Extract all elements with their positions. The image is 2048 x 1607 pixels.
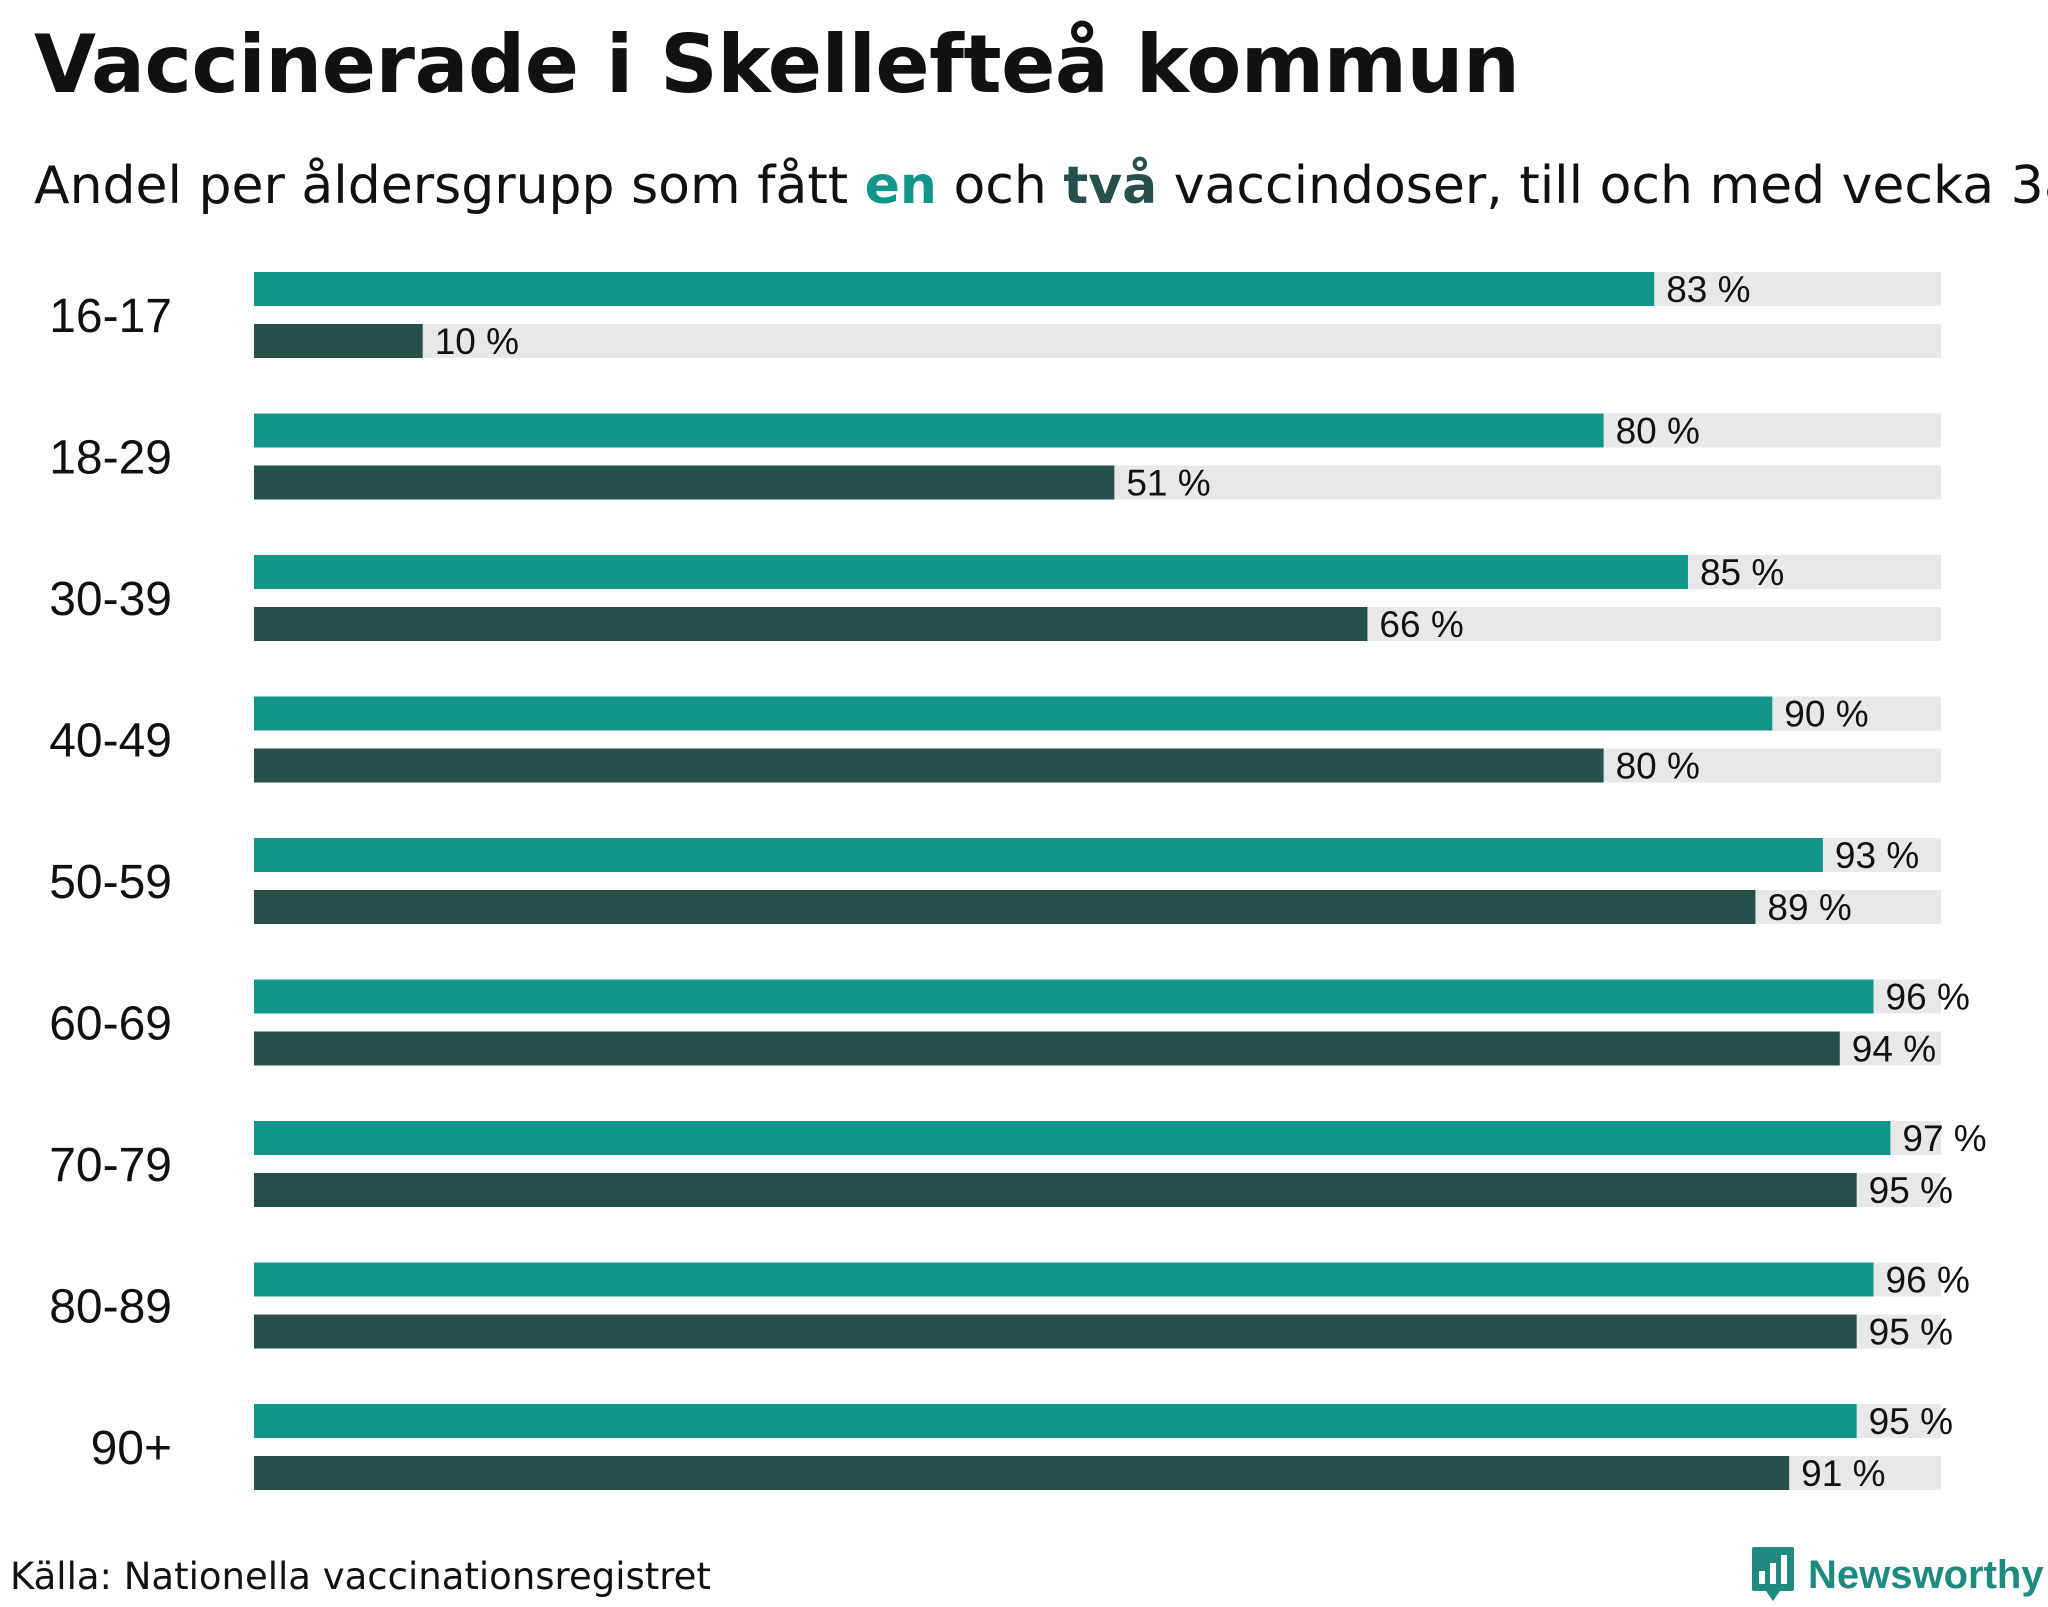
- subtitle-text-start: Andel per åldersgrupp som fått: [34, 156, 865, 216]
- bar-two-doses: [254, 748, 1604, 783]
- chart-subtitle: Andel per åldersgrupp som fått en och tv…: [34, 156, 2048, 216]
- source-note: Källa: Nationella vaccinationsregistret: [10, 1555, 711, 1598]
- subtitle-text-end: vaccindoser, till och med vecka 38: [1157, 156, 2048, 216]
- bar-one-dose: [254, 1404, 1857, 1438]
- category-label: 18-29: [49, 432, 172, 485]
- data-label: 89 %: [1767, 887, 1851, 928]
- bar-one-dose: [254, 696, 1773, 731]
- chart-title: Vaccinerade i Skellefteå kommun: [34, 18, 1520, 111]
- data-label: 90 %: [1784, 694, 1868, 735]
- brand-name: Newsworthy: [1808, 1552, 2044, 1597]
- bar-two-doses: [254, 1314, 1857, 1349]
- data-label: 10 %: [435, 321, 519, 362]
- data-label: 96 %: [1886, 1260, 1970, 1301]
- data-label: 95 %: [1869, 1170, 1953, 1211]
- bar-two-doses: [254, 324, 423, 358]
- bar-two-doses: [254, 1456, 1790, 1490]
- data-label: 96 %: [1886, 977, 1970, 1018]
- subtitle-keyword-one-dose: en: [864, 156, 937, 216]
- category-label: 16-17: [49, 290, 172, 343]
- vaccination-bar-chart: 16-17 83 % 10 % 18-29 80 % 51 % 30-39 85 % 66 % 4…: [49, 269, 1986, 1494]
- category-label: 60-69: [49, 998, 172, 1051]
- category-label: 90+: [91, 1422, 172, 1475]
- data-label: 93 %: [1835, 835, 1919, 876]
- bar-one-dose: [254, 272, 1655, 306]
- data-label: 91 %: [1801, 1453, 1885, 1494]
- subtitle-keyword-two-doses: två: [1063, 156, 1158, 216]
- data-label: 95 %: [1869, 1312, 1953, 1353]
- data-label: 83 %: [1666, 269, 1750, 310]
- category-label: 80-89: [49, 1281, 172, 1334]
- brand-logo: Newsworthy: [1750, 1543, 2044, 1607]
- category-label: 70-79: [49, 1139, 172, 1192]
- bar-two-doses: [254, 1173, 1857, 1207]
- data-label: 97 %: [1902, 1118, 1986, 1159]
- bar-two-doses: [254, 1031, 1840, 1066]
- bar-one-dose: [254, 979, 1874, 1014]
- data-label: 51 %: [1126, 463, 1210, 504]
- bar-two-doses: [254, 607, 1368, 641]
- bar-track: [254, 324, 1941, 358]
- bar-one-dose: [254, 838, 1823, 872]
- data-label: 95 %: [1869, 1401, 1953, 1442]
- category-label: 50-59: [49, 856, 172, 909]
- bar-chart-logo-icon: [1752, 1547, 1794, 1601]
- data-label: 85 %: [1700, 552, 1784, 593]
- data-label: 80 %: [1616, 746, 1700, 787]
- bar-one-dose: [254, 413, 1604, 448]
- subtitle-text-middle: och: [936, 156, 1064, 216]
- category-label: 30-39: [49, 573, 172, 626]
- category-label: 40-49: [49, 715, 172, 768]
- bar-two-doses: [254, 465, 1115, 500]
- data-label: 80 %: [1616, 411, 1700, 452]
- bar-one-dose: [254, 1262, 1874, 1297]
- bar-one-dose: [254, 555, 1688, 589]
- data-label: 94 %: [1852, 1029, 1936, 1070]
- bar-two-doses: [254, 890, 1756, 924]
- bar-one-dose: [254, 1121, 1891, 1155]
- data-label: 66 %: [1379, 604, 1463, 645]
